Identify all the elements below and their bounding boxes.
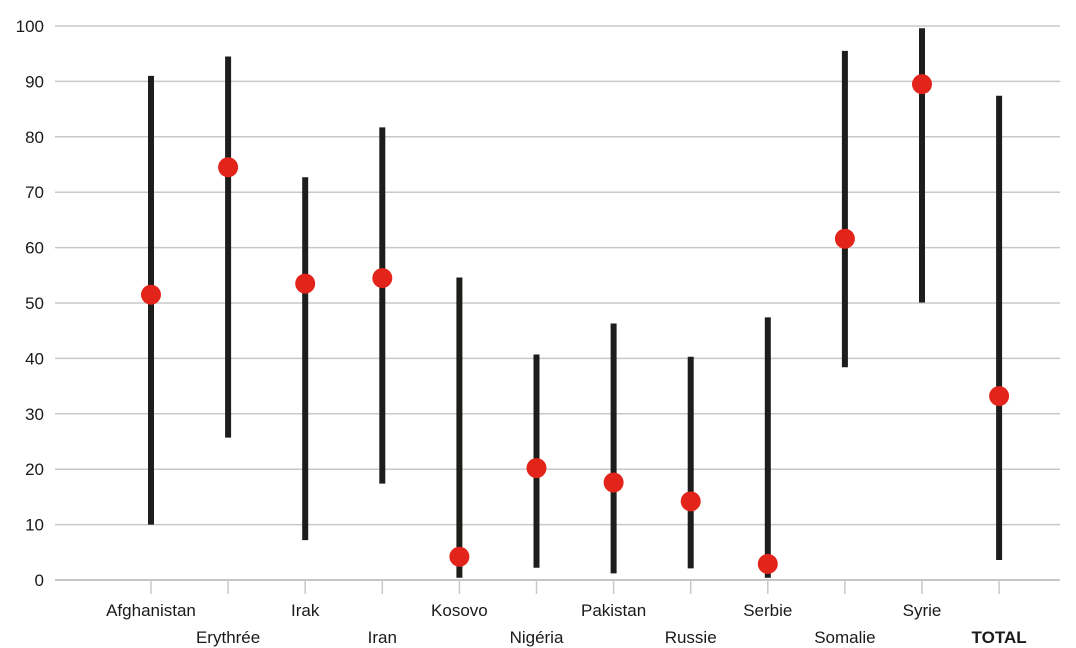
point-kosovo: [449, 546, 470, 567]
y-tick-label-80: 80: [25, 128, 44, 147]
x-tick-label-erythree: Erythrée: [196, 628, 260, 647]
range-bars: [148, 28, 1003, 578]
y-tick-label-40: 40: [25, 349, 44, 368]
x-tick-label-nigeria: Nigéria: [510, 628, 564, 647]
y-axis-labels: 0 10 20 30 40 50 60 70 80 90 100: [16, 17, 44, 590]
point-total: [989, 386, 1010, 407]
point-pakistan: [603, 472, 624, 493]
data-points: [141, 74, 1010, 574]
point-russie: [680, 491, 701, 512]
x-tick-label-pakistan: Pakistan: [581, 601, 646, 620]
point-nigeria: [526, 458, 547, 479]
y-tick-label-60: 60: [25, 239, 44, 258]
x-tick-label-syrie: Syrie: [903, 601, 942, 620]
x-tick-label-total: TOTAL: [972, 628, 1027, 647]
point-syrie: [912, 74, 932, 95]
y-tick-label-90: 90: [25, 72, 44, 91]
y-tick-label-10: 10: [25, 516, 44, 535]
x-tick-label-irak: Irak: [291, 601, 320, 620]
y-tick-label-30: 30: [25, 405, 44, 424]
x-tick-label-iran: Iran: [368, 628, 397, 647]
point-iran: [372, 268, 393, 289]
point-afghanistan: [141, 284, 161, 305]
gridlines: [55, 25, 1060, 581]
x-axis-ticks: [150, 580, 1000, 594]
y-tick-label-20: 20: [25, 460, 44, 479]
point-erythree: [218, 157, 239, 178]
x-tick-label-russie: Russie: [665, 628, 717, 647]
point-irak: [295, 273, 316, 294]
point-serbie: [757, 553, 778, 574]
x-tick-label-somalie: Somalie: [814, 628, 875, 647]
x-tick-label-serbie: Serbie: [743, 601, 792, 620]
y-tick-label-0: 0: [35, 571, 44, 590]
y-tick-label-70: 70: [25, 183, 44, 202]
y-tick-label-100: 100: [16, 17, 44, 36]
y-tick-label-50: 50: [25, 294, 44, 313]
x-tick-label-afghanistan: Afghanistan: [106, 601, 196, 620]
x-tick-label-kosovo: Kosovo: [431, 601, 488, 620]
point-somalie: [834, 228, 855, 249]
